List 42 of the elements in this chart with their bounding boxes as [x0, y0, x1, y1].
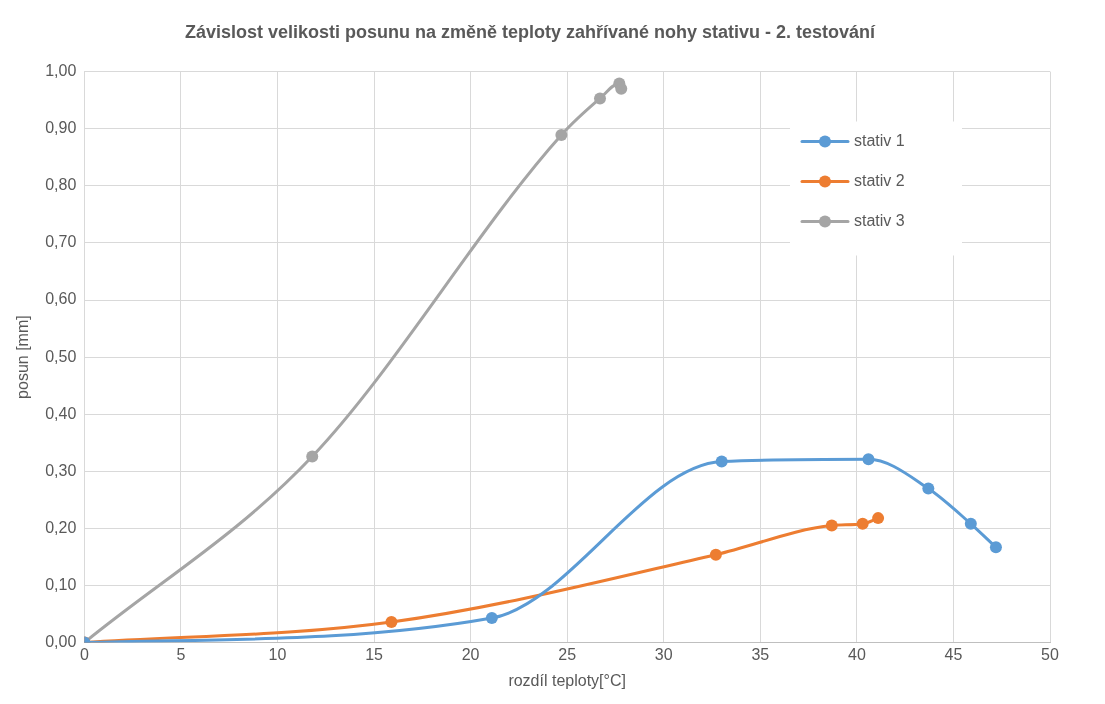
point — [872, 512, 885, 525]
point — [709, 548, 722, 561]
y-tick-label: 0,30 — [45, 461, 77, 479]
point — [715, 455, 728, 468]
legend-label: stativ 2 — [854, 172, 905, 190]
point — [989, 541, 1002, 554]
y-tick-label: 0,20 — [45, 518, 77, 536]
point — [922, 482, 935, 495]
y-axis-title: posun [mm] — [14, 315, 32, 399]
x-tick-label: 30 — [654, 645, 673, 663]
y-tick-label: 0,60 — [45, 290, 77, 308]
x-tick-label: 10 — [268, 645, 287, 663]
point — [555, 128, 568, 141]
x-axis-title: rozdíl teploty[°C] — [508, 671, 626, 689]
x-tick-label: 5 — [176, 645, 186, 663]
x-tick-label: 25 — [558, 645, 577, 663]
y-tick-label: 0,70 — [45, 233, 77, 251]
y-tick-label: 0,80 — [45, 176, 77, 194]
x-tick-label: 15 — [365, 645, 384, 663]
y-tick-label: 0,50 — [45, 347, 77, 365]
y-tick-label: 0,90 — [45, 119, 77, 137]
x-tick-label: 0 — [79, 645, 89, 663]
x-tick-label: 35 — [751, 645, 770, 663]
point — [964, 517, 977, 530]
point — [306, 450, 319, 463]
x-tick-label: 40 — [847, 645, 866, 663]
legend-label: stativ 1 — [854, 132, 905, 150]
y-tick-label: 0,40 — [45, 404, 77, 422]
legend-label: stativ 3 — [854, 212, 905, 230]
x-tick-label: 45 — [944, 645, 963, 663]
point — [594, 92, 606, 105]
point — [385, 616, 398, 629]
point — [825, 519, 838, 532]
x-tick-label: 50 — [1041, 645, 1059, 663]
y-tick-label: 1,00 — [45, 62, 77, 80]
y-tick-label: 0,00 — [45, 633, 77, 651]
chart-title: Závislost velikosti posunu na změně teploty zahřívané nohy stativu - 2. testování — [184, 21, 877, 42]
point — [862, 453, 875, 466]
x-tick-label: 20 — [461, 645, 480, 663]
point — [856, 517, 869, 530]
y-tick-label: 0,10 — [45, 575, 77, 593]
point — [485, 612, 498, 625]
